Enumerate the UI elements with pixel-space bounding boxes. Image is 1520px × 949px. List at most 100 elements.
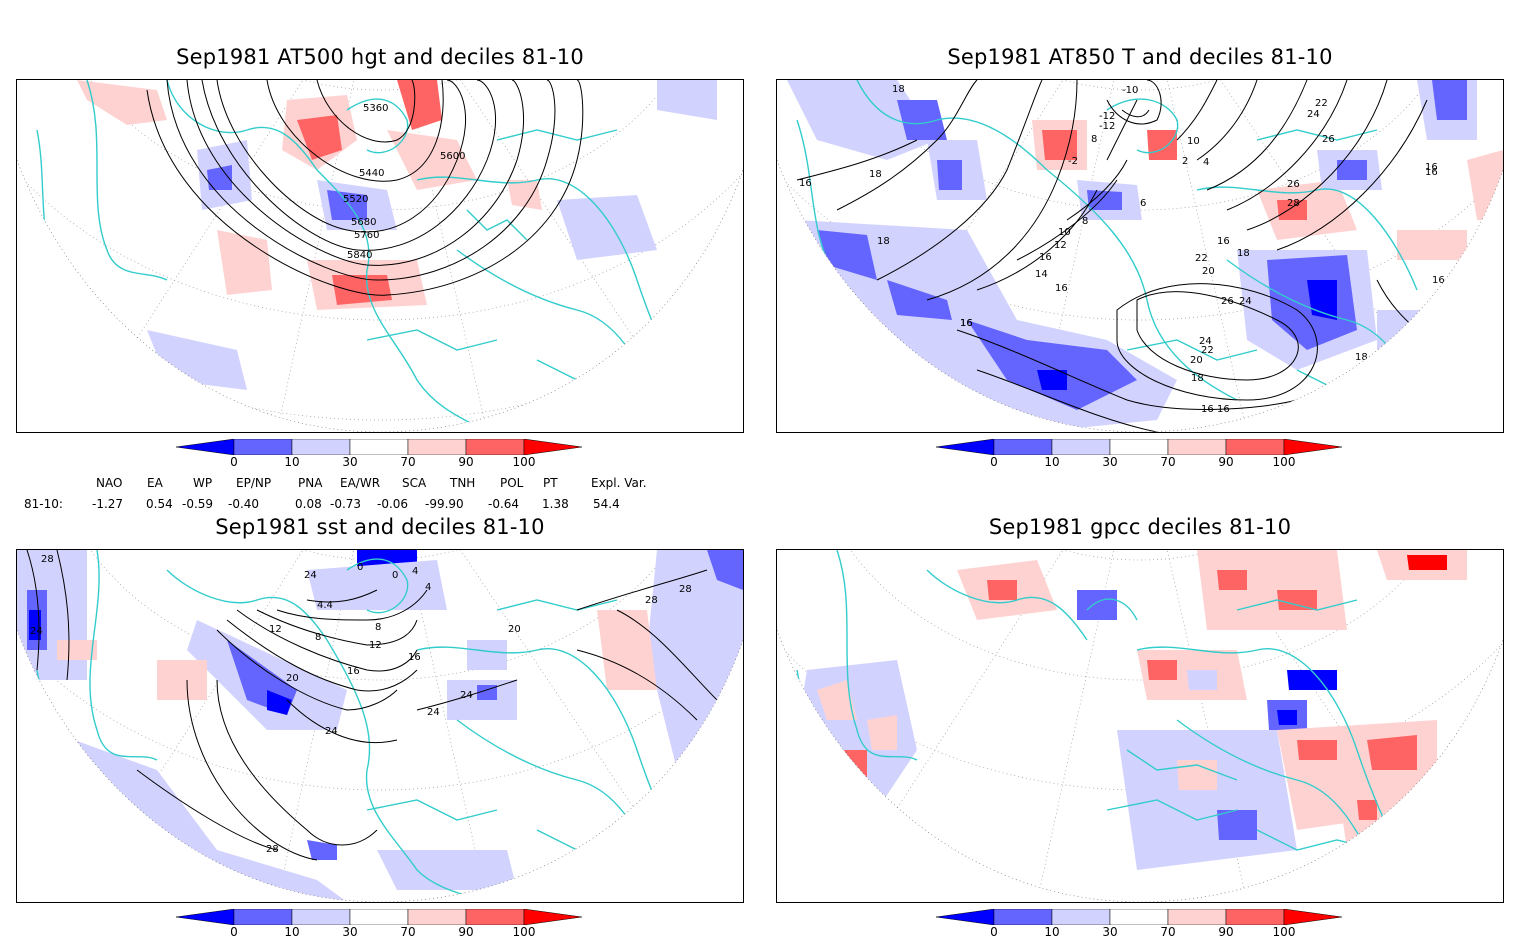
contour-label: 28 — [679, 584, 692, 595]
colorbar-swatches — [175, 908, 583, 926]
colorbar-label: 30 — [1102, 455, 1118, 469]
disk-mask — [17, 630, 743, 902]
contour-label: 18 — [1191, 373, 1204, 384]
contour-label: 0 — [392, 570, 398, 581]
contour-label: 22 — [1195, 253, 1208, 264]
colorbar-label: 90 — [1218, 455, 1234, 469]
contour-label: 16 — [1217, 404, 1230, 415]
index-name-sca: SCA — [402, 476, 427, 490]
contour-label: 8 — [315, 632, 321, 643]
contour-label: 6 — [1140, 198, 1146, 209]
index-value-eawr: -0.73 — [330, 497, 362, 511]
contour-label: 28 — [266, 844, 279, 855]
contour-label: 16 — [1039, 252, 1052, 263]
contour-label: 24 — [304, 570, 317, 581]
contour-label: 28 — [41, 554, 54, 565]
map-sst: 28 24 24 0 0 4 4.4 12 8 12 8 16 16 20 20… — [16, 549, 744, 903]
index-name-pna: PNA — [298, 476, 323, 490]
contour-label: 18 — [1355, 352, 1368, 363]
map-hgt500: 5360 5600 5440 5520 5680 5760 5840 — [16, 79, 744, 433]
colorbar-label: 70 — [1160, 925, 1176, 939]
contour-label: 16 — [1432, 275, 1445, 286]
colorbar-label: 30 — [342, 455, 358, 469]
colorbar-label: 90 — [458, 925, 474, 939]
contour-label: 26 — [1221, 296, 1234, 307]
index-name-pol: POL — [500, 476, 524, 490]
contour-label: 16 — [1055, 283, 1068, 294]
contour-label: 16 — [347, 666, 360, 677]
colorbar-label: 0 — [230, 455, 238, 469]
contour-label: 20 — [1202, 266, 1215, 277]
contour-label: 8 — [1091, 134, 1097, 145]
colorbar-label: 10 — [284, 925, 300, 939]
contour-label: 20 — [1190, 355, 1203, 366]
height-contours — [146, 80, 584, 296]
colorbar-label: 70 — [1160, 455, 1176, 469]
index-name-ea: EA — [147, 476, 163, 490]
index-value-wp: -0.59 — [182, 497, 214, 511]
index-value-sca: -0.06 — [377, 497, 409, 511]
disk-mask — [777, 160, 1503, 432]
colorbar-label: 0 — [230, 925, 238, 939]
panel-title-t850: Sep1981 AT850 T and deciles 81-10 — [947, 45, 1333, 69]
contour-label: 16 — [408, 652, 421, 663]
index-name-nao: NAO — [96, 476, 123, 490]
contour-label: 24 — [427, 707, 440, 718]
contour-label: 5600 — [440, 151, 465, 162]
disk-mask — [777, 630, 1503, 902]
colorbar-label: 100 — [1272, 925, 1296, 939]
colorbar-label: 70 — [400, 925, 416, 939]
contour-label: 24 — [460, 690, 473, 701]
contour-label: 12 — [269, 624, 282, 635]
colorbar-gpcc: 0 10 30 70 90 100 — [935, 908, 1346, 949]
contour-label: 5440 — [359, 168, 384, 179]
contour-label: 16 — [1217, 236, 1230, 247]
contour-label: 5680 — [351, 217, 376, 228]
index-name-expl-var: Expl. Var. — [591, 476, 647, 490]
contour-label: 8 — [1082, 216, 1088, 227]
contour-label: -2 — [1068, 156, 1078, 167]
panel-title-sst: Sep1981 sst and deciles 81-10 — [215, 515, 545, 539]
contour-label: 5520 — [343, 194, 368, 205]
index-value-pna: 0.08 — [295, 497, 322, 511]
contour-labels: 28 24 24 0 0 4 4.4 12 8 12 8 16 16 20 20… — [30, 554, 692, 855]
contour-label: 16 — [799, 178, 812, 189]
index-value-epnp: -0.40 — [228, 497, 260, 511]
contour-labels: 18 18 16 18 16 16 14 16 12 10 8 6 -2 2 4… — [799, 84, 1445, 415]
panel-title-gpcc: Sep1981 gpcc deciles 81-10 — [988, 515, 1292, 539]
contour-label: 5840 — [347, 250, 372, 261]
colorbar-swatches — [935, 908, 1343, 926]
teleconnection-indices: NAO EA WP EP/NP PNA EA/WR SCA TNH POL PT… — [0, 474, 760, 514]
contour-label: 28 — [645, 595, 658, 606]
contour-label: 16 — [1201, 404, 1214, 415]
index-value-expl-var: 54.4 — [593, 497, 620, 511]
contour-label: 0 — [357, 562, 363, 573]
contour-label: 24 — [1199, 336, 1212, 347]
colorbar-label: 100 — [512, 925, 536, 939]
index-value-pt: 1.38 — [542, 497, 569, 511]
contour-label: 20 — [508, 624, 521, 635]
contour-label: 22 — [1315, 98, 1328, 109]
colorbar-label: 30 — [1102, 925, 1118, 939]
contour-label: 18 — [1237, 248, 1250, 259]
contour-label: 26 — [1322, 134, 1335, 145]
contour-label: -12 — [1099, 111, 1115, 122]
index-row-label: 81-10: — [24, 497, 63, 511]
contour-label: 4 — [1203, 157, 1209, 168]
index-value-pol: -0.64 — [488, 497, 520, 511]
decile-shading — [787, 80, 1503, 432]
contour-label: 24 — [325, 726, 338, 737]
contour-label: 16 — [960, 318, 973, 329]
colorbar-label: 0 — [990, 455, 998, 469]
colorbar-label: 0 — [990, 925, 998, 939]
contour-label: 20 — [286, 673, 299, 684]
contour-label: 18 — [892, 84, 905, 95]
colorbar-sst: 0 10 30 70 90 100 — [175, 908, 586, 949]
colorbar-label: 10 — [284, 455, 300, 469]
colorbar-label: 100 — [512, 455, 536, 469]
sst-contours — [26, 550, 718, 861]
contour-label: 5360 — [363, 103, 388, 114]
graticule — [777, 550, 1503, 902]
colorbar-label: 90 — [458, 455, 474, 469]
contour-label: 14 — [1035, 269, 1048, 280]
